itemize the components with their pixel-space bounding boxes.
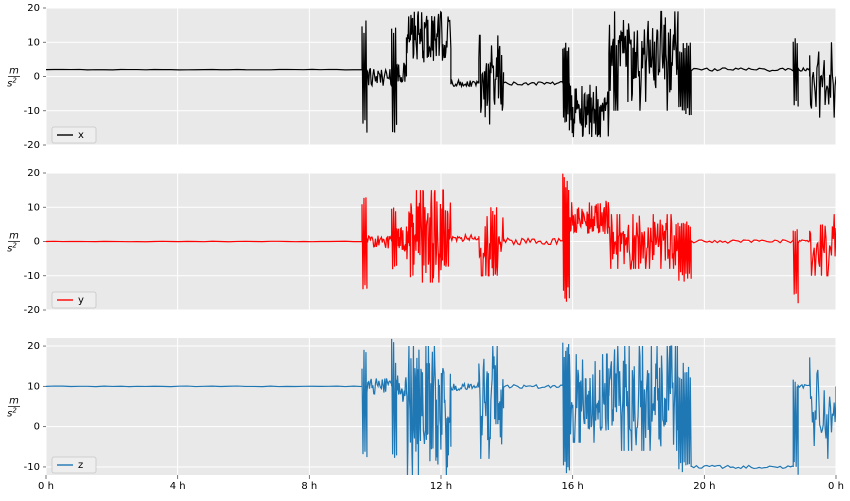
- panel-z: -10 0 10 20 ms2 z 0 h 4 h 8 h 12 h 16 h 20 h 0 h: [7, 338, 844, 492]
- y-tick-label: 0: [34, 422, 40, 433]
- y-axis-label: ms2: [7, 66, 19, 90]
- x-tick-label: 8 h: [301, 481, 317, 492]
- y-tick-label: -10: [24, 462, 40, 473]
- y-tick-label: -20: [24, 140, 40, 151]
- panel-x: -20 -10 0 10 20 ms2 x: [7, 3, 836, 151]
- legend-x: x: [52, 127, 96, 143]
- y-tick-label: 10: [27, 202, 40, 213]
- y-tick-label: 0: [34, 237, 40, 248]
- y-axis-label: ms2: [7, 231, 19, 255]
- y-tick-label: -10: [24, 271, 40, 282]
- x-tick-label: 16 h: [562, 481, 584, 492]
- y-tick-label: -10: [24, 106, 40, 117]
- legend-y: y: [52, 292, 96, 308]
- legend-label: z: [78, 460, 83, 471]
- y-tick-label: 20: [27, 341, 40, 352]
- x-tick-label: 20 h: [693, 481, 715, 492]
- legend-z: z: [52, 457, 96, 473]
- y-axis-label: ms2: [7, 396, 19, 420]
- y-tick-label: 20: [27, 3, 40, 14]
- x-tick-label: 0 h: [38, 481, 54, 492]
- y-tick-label: 0: [34, 72, 40, 83]
- legend-label: x: [78, 130, 84, 141]
- panel-y: -20 -10 0 10 20 ms2 y: [7, 168, 836, 316]
- y-tick-label: 20: [27, 168, 40, 179]
- timeseries-figure: -20 -10 0 10 20 ms2 x -20 -10 0 10 20 ms2 y -10 0 10 20 ms…: [0, 0, 850, 501]
- figure-svg: -20 -10 0 10 20 ms2 x -20 -10 0 10 20 ms2 y -10 0 10 20 ms…: [0, 0, 850, 501]
- y-tick-label: 10: [27, 381, 40, 392]
- y-tick-label: -20: [24, 305, 40, 316]
- x-tick-label: 12 h: [430, 481, 452, 492]
- y-tick-label: 10: [27, 37, 40, 48]
- legend-label: y: [78, 295, 84, 306]
- x-tick-label: 4 h: [170, 481, 186, 492]
- x-tick-label: 0 h: [828, 481, 844, 492]
